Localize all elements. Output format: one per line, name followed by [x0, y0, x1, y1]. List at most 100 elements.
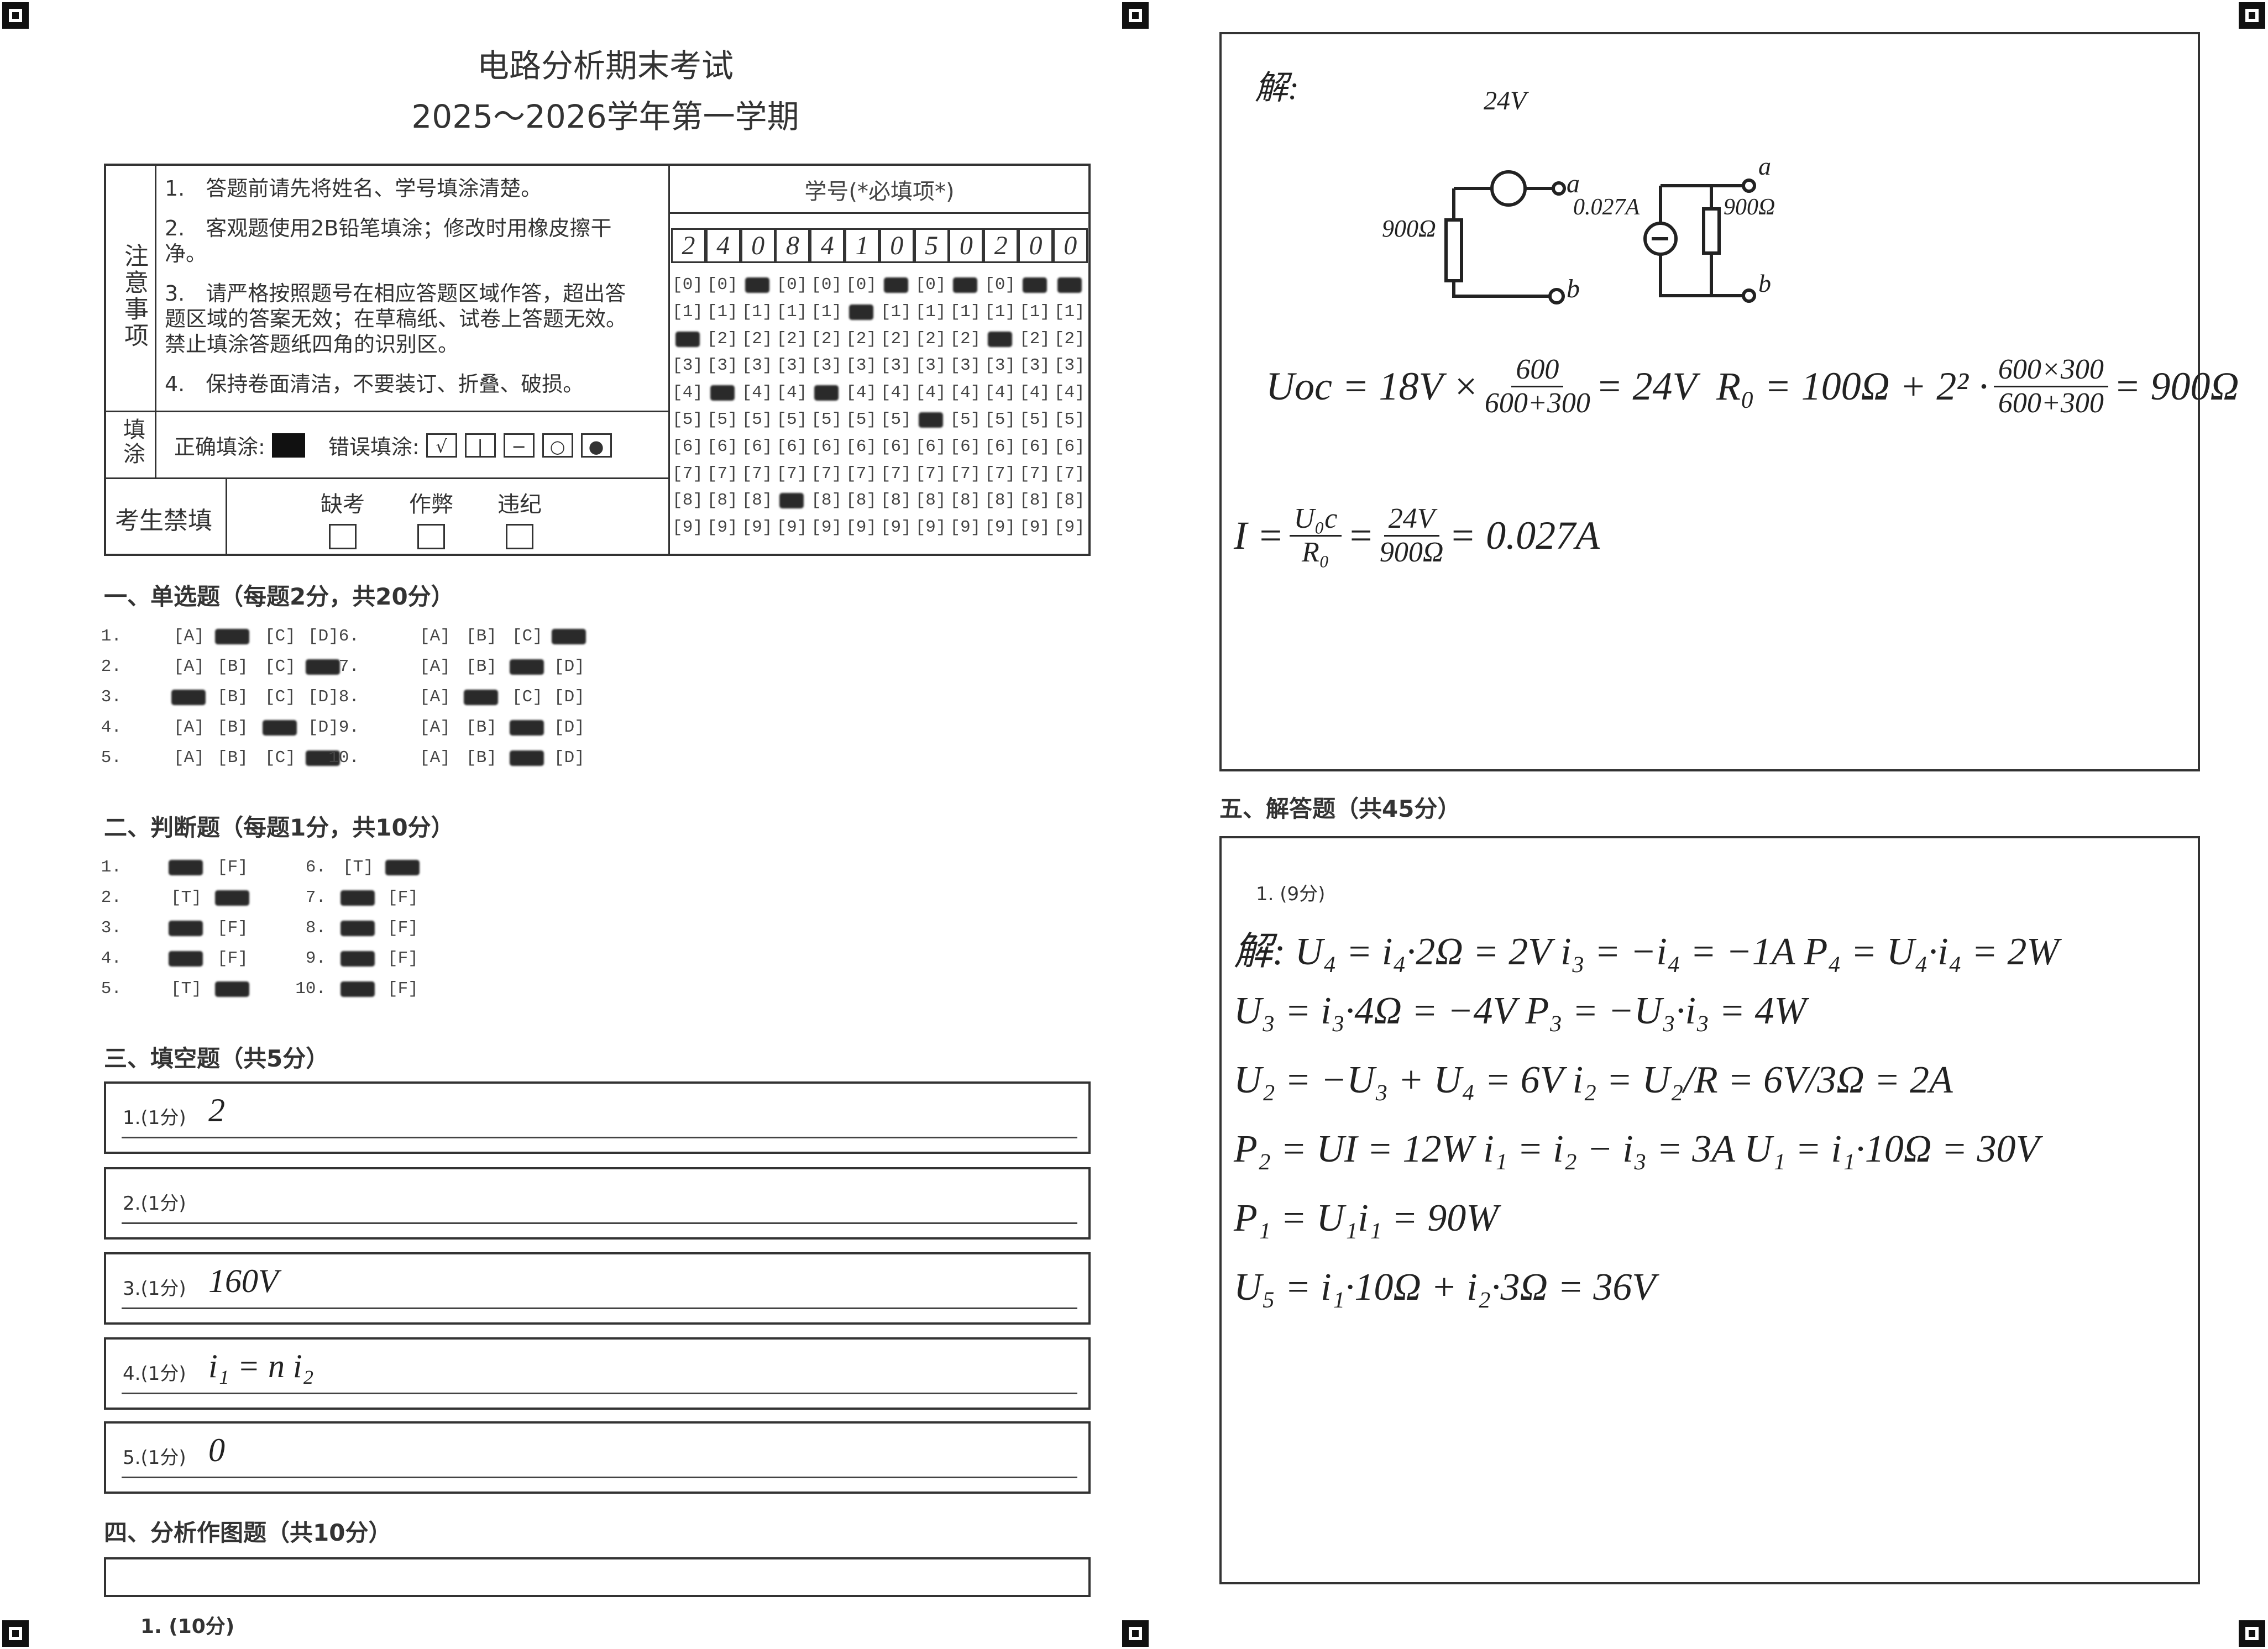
student-id-bubble-8[interactable]: [8]: [811, 491, 842, 511]
student-id-bubble-5[interactable]: [5]: [846, 410, 877, 429]
student-id-bubble-2[interactable]: [2]: [741, 329, 773, 349]
tf-bubble-T[interactable]: [T]: [171, 858, 202, 877]
fill-blank-1[interactable]: 1.(1分) 2: [104, 1081, 1091, 1154]
student-id-bubble-4[interactable]: [4]: [915, 383, 946, 403]
student-id-bubble-2[interactable]: [2]: [983, 329, 1017, 349]
tf-bubble-T[interactable]: [T]: [171, 918, 202, 938]
tf-bubble-F[interactable]: [F]: [217, 918, 248, 938]
student-id-bubble-4[interactable]: [4]: [741, 383, 773, 403]
student-id-bubble-8[interactable]: [8]: [950, 491, 981, 511]
choice-bubble-C[interactable]: [C]: [512, 748, 543, 768]
student-id-bubble-6[interactable]: [6]: [1019, 437, 1050, 456]
student-id-bubble-9[interactable]: [9]: [984, 518, 1016, 538]
student-id-bubble-2[interactable]: [2]: [706, 329, 738, 349]
student-id-bubble-6[interactable]: [6]: [950, 437, 981, 456]
student-id-bubble-0[interactable]: [0]: [1053, 275, 1086, 295]
student-id-bubble-7[interactable]: [7]: [846, 464, 877, 484]
student-id-bubble-6[interactable]: [6]: [776, 437, 808, 456]
student-id-bubble-0[interactable]: [0]: [741, 275, 774, 295]
choice-bubble-A[interactable]: [A]: [174, 657, 205, 676]
choice-bubble-D[interactable]: [D]: [554, 748, 585, 768]
student-id-digit-box[interactable]: 0: [1052, 228, 1088, 263]
choice-bubble-A[interactable]: [A]: [420, 687, 451, 707]
student-id-bubble-2[interactable]: [2]: [776, 329, 808, 349]
student-id-bubble-1[interactable]: [1]: [1054, 302, 1085, 322]
student-id-bubble-9[interactable]: [9]: [741, 518, 773, 538]
tf-bubble-T[interactable]: [T]: [171, 979, 202, 999]
invigilator-checkbox[interactable]: [329, 524, 357, 549]
choice-bubble-D[interactable]: [D]: [308, 687, 339, 707]
student-id-bubble-7[interactable]: [7]: [880, 464, 912, 484]
choice-bubble-A[interactable]: [A]: [174, 687, 205, 707]
student-id-bubble-9[interactable]: [9]: [915, 518, 946, 538]
student-id-bubble-8[interactable]: [8]: [984, 491, 1016, 511]
student-id-bubble-3[interactable]: [3]: [1019, 356, 1050, 376]
student-id-bubble-3[interactable]: [3]: [741, 356, 773, 376]
student-id-bubble-8[interactable]: [8]: [915, 491, 946, 511]
student-id-digit-box[interactable]: 4: [705, 228, 741, 263]
choice-bubble-B[interactable]: [B]: [217, 627, 248, 646]
student-id-bubble-0[interactable]: [0]: [1018, 275, 1051, 295]
student-id-bubble-1[interactable]: [1]: [880, 302, 912, 322]
student-id-bubble-9[interactable]: [9]: [1054, 518, 1085, 538]
student-id-bubble-8[interactable]: [8]: [1054, 491, 1085, 511]
student-id-bubble-0[interactable]: [0]: [776, 275, 808, 295]
student-id-bubble-3[interactable]: [3]: [984, 356, 1016, 376]
choice-bubble-D[interactable]: [D]: [308, 718, 339, 737]
student-id-bubble-2[interactable]: [2]: [915, 329, 946, 349]
student-id-bubble-4[interactable]: [4]: [950, 383, 981, 403]
student-id-digit-box[interactable]: 1: [845, 228, 879, 263]
student-id-bubble-2[interactable]: [2]: [1019, 329, 1050, 349]
student-id-bubble-1[interactable]: [1]: [845, 302, 878, 322]
choice-bubble-C[interactable]: [C]: [512, 657, 543, 676]
student-id-bubble-7[interactable]: [7]: [950, 464, 981, 484]
tf-bubble-F[interactable]: [F]: [217, 949, 248, 968]
student-id-bubble-7[interactable]: [7]: [776, 464, 808, 484]
student-id-bubble-4[interactable]: [4]: [1054, 383, 1085, 403]
tf-bubble-F[interactable]: [F]: [387, 858, 418, 877]
tf-bubble-F[interactable]: [F]: [217, 888, 248, 907]
student-id-bubble-9[interactable]: [9]: [846, 518, 877, 538]
student-id-bubble-6[interactable]: [6]: [1054, 437, 1085, 456]
student-id-bubble-6[interactable]: [6]: [984, 437, 1016, 456]
tf-bubble-T[interactable]: [T]: [343, 858, 374, 877]
choice-bubble-B[interactable]: [B]: [466, 657, 497, 676]
tf-bubble-F[interactable]: [F]: [387, 888, 418, 907]
choice-bubble-B[interactable]: [B]: [217, 718, 248, 737]
student-id-bubble-3[interactable]: [3]: [706, 356, 738, 376]
choice-bubble-B[interactable]: [B]: [466, 718, 497, 737]
choice-bubble-C[interactable]: [C]: [265, 718, 296, 737]
student-id-bubble-1[interactable]: [1]: [915, 302, 946, 322]
student-id-bubble-5[interactable]: [5]: [741, 410, 773, 429]
choice-bubble-D[interactable]: [D]: [554, 657, 585, 676]
student-id-bubble-8[interactable]: [8]: [1019, 491, 1050, 511]
student-id-bubble-3[interactable]: [3]: [672, 356, 703, 376]
student-id-bubble-5[interactable]: [5]: [950, 410, 981, 429]
student-id-bubble-5[interactable]: [5]: [1054, 410, 1085, 429]
student-id-bubble-2[interactable]: [2]: [671, 329, 704, 349]
choice-bubble-C[interactable]: [C]: [512, 718, 543, 737]
student-id-bubble-1[interactable]: [1]: [776, 302, 808, 322]
student-id-bubble-0[interactable]: [0]: [811, 275, 842, 295]
student-id-bubble-6[interactable]: [6]: [846, 437, 877, 456]
student-id-bubble-8[interactable]: [8]: [672, 491, 703, 511]
student-id-bubble-7[interactable]: [7]: [1054, 464, 1085, 484]
choice-bubble-B[interactable]: [B]: [466, 687, 497, 707]
student-id-digit-box[interactable]: 0: [740, 228, 776, 263]
student-id-bubble-2[interactable]: [2]: [1054, 329, 1085, 349]
student-id-bubble-9[interactable]: [9]: [811, 518, 842, 538]
student-id-bubble-3[interactable]: [3]: [915, 356, 946, 376]
choice-bubble-C[interactable]: [C]: [265, 627, 296, 646]
student-id-bubble-1[interactable]: [1]: [984, 302, 1016, 322]
student-id-bubble-5[interactable]: [5]: [706, 410, 738, 429]
student-id-digit-box[interactable]: 2: [671, 228, 706, 263]
choice-bubble-C[interactable]: [C]: [512, 627, 543, 646]
choice-bubble-C[interactable]: [C]: [265, 748, 296, 768]
choice-bubble-A[interactable]: [A]: [420, 748, 451, 768]
choice-bubble-A[interactable]: [A]: [420, 627, 451, 646]
tf-bubble-T[interactable]: [T]: [343, 949, 374, 968]
student-id-bubble-9[interactable]: [9]: [880, 518, 912, 538]
choice-bubble-C[interactable]: [C]: [265, 687, 296, 707]
choice-bubble-B[interactable]: [B]: [217, 687, 248, 707]
choice-bubble-B[interactable]: [B]: [466, 627, 497, 646]
